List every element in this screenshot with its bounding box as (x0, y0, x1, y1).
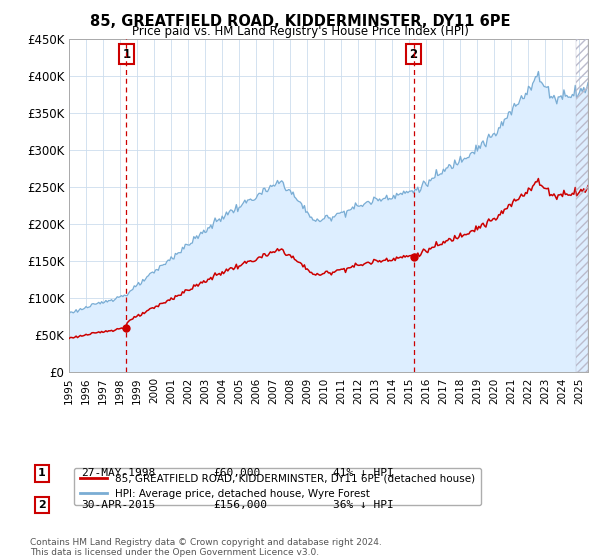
Bar (576, 39, 588, 372)
Text: 1: 1 (38, 468, 46, 478)
Text: 2: 2 (410, 48, 418, 60)
Text: 30-APR-2015: 30-APR-2015 (81, 500, 155, 510)
Legend: 85, GREATFIELD ROAD, KIDDERMINSTER, DY11 6PE (detached house), HPI: Average pric: 85, GREATFIELD ROAD, KIDDERMINSTER, DY11… (74, 468, 481, 505)
Text: £156,000: £156,000 (213, 500, 267, 510)
Text: 2: 2 (38, 500, 46, 510)
Text: £60,000: £60,000 (213, 468, 260, 478)
Text: 85, GREATFIELD ROAD, KIDDERMINSTER, DY11 6PE: 85, GREATFIELD ROAD, KIDDERMINSTER, DY11… (90, 14, 510, 29)
Text: 27-MAY-1998: 27-MAY-1998 (81, 468, 155, 478)
Text: Price paid vs. HM Land Registry's House Price Index (HPI): Price paid vs. HM Land Registry's House … (131, 25, 469, 38)
Text: 1: 1 (122, 48, 130, 60)
Text: Contains HM Land Registry data © Crown copyright and database right 2024.
This d: Contains HM Land Registry data © Crown c… (30, 538, 382, 557)
Text: 36% ↓ HPI: 36% ↓ HPI (333, 500, 394, 510)
Text: 41% ↓ HPI: 41% ↓ HPI (333, 468, 394, 478)
